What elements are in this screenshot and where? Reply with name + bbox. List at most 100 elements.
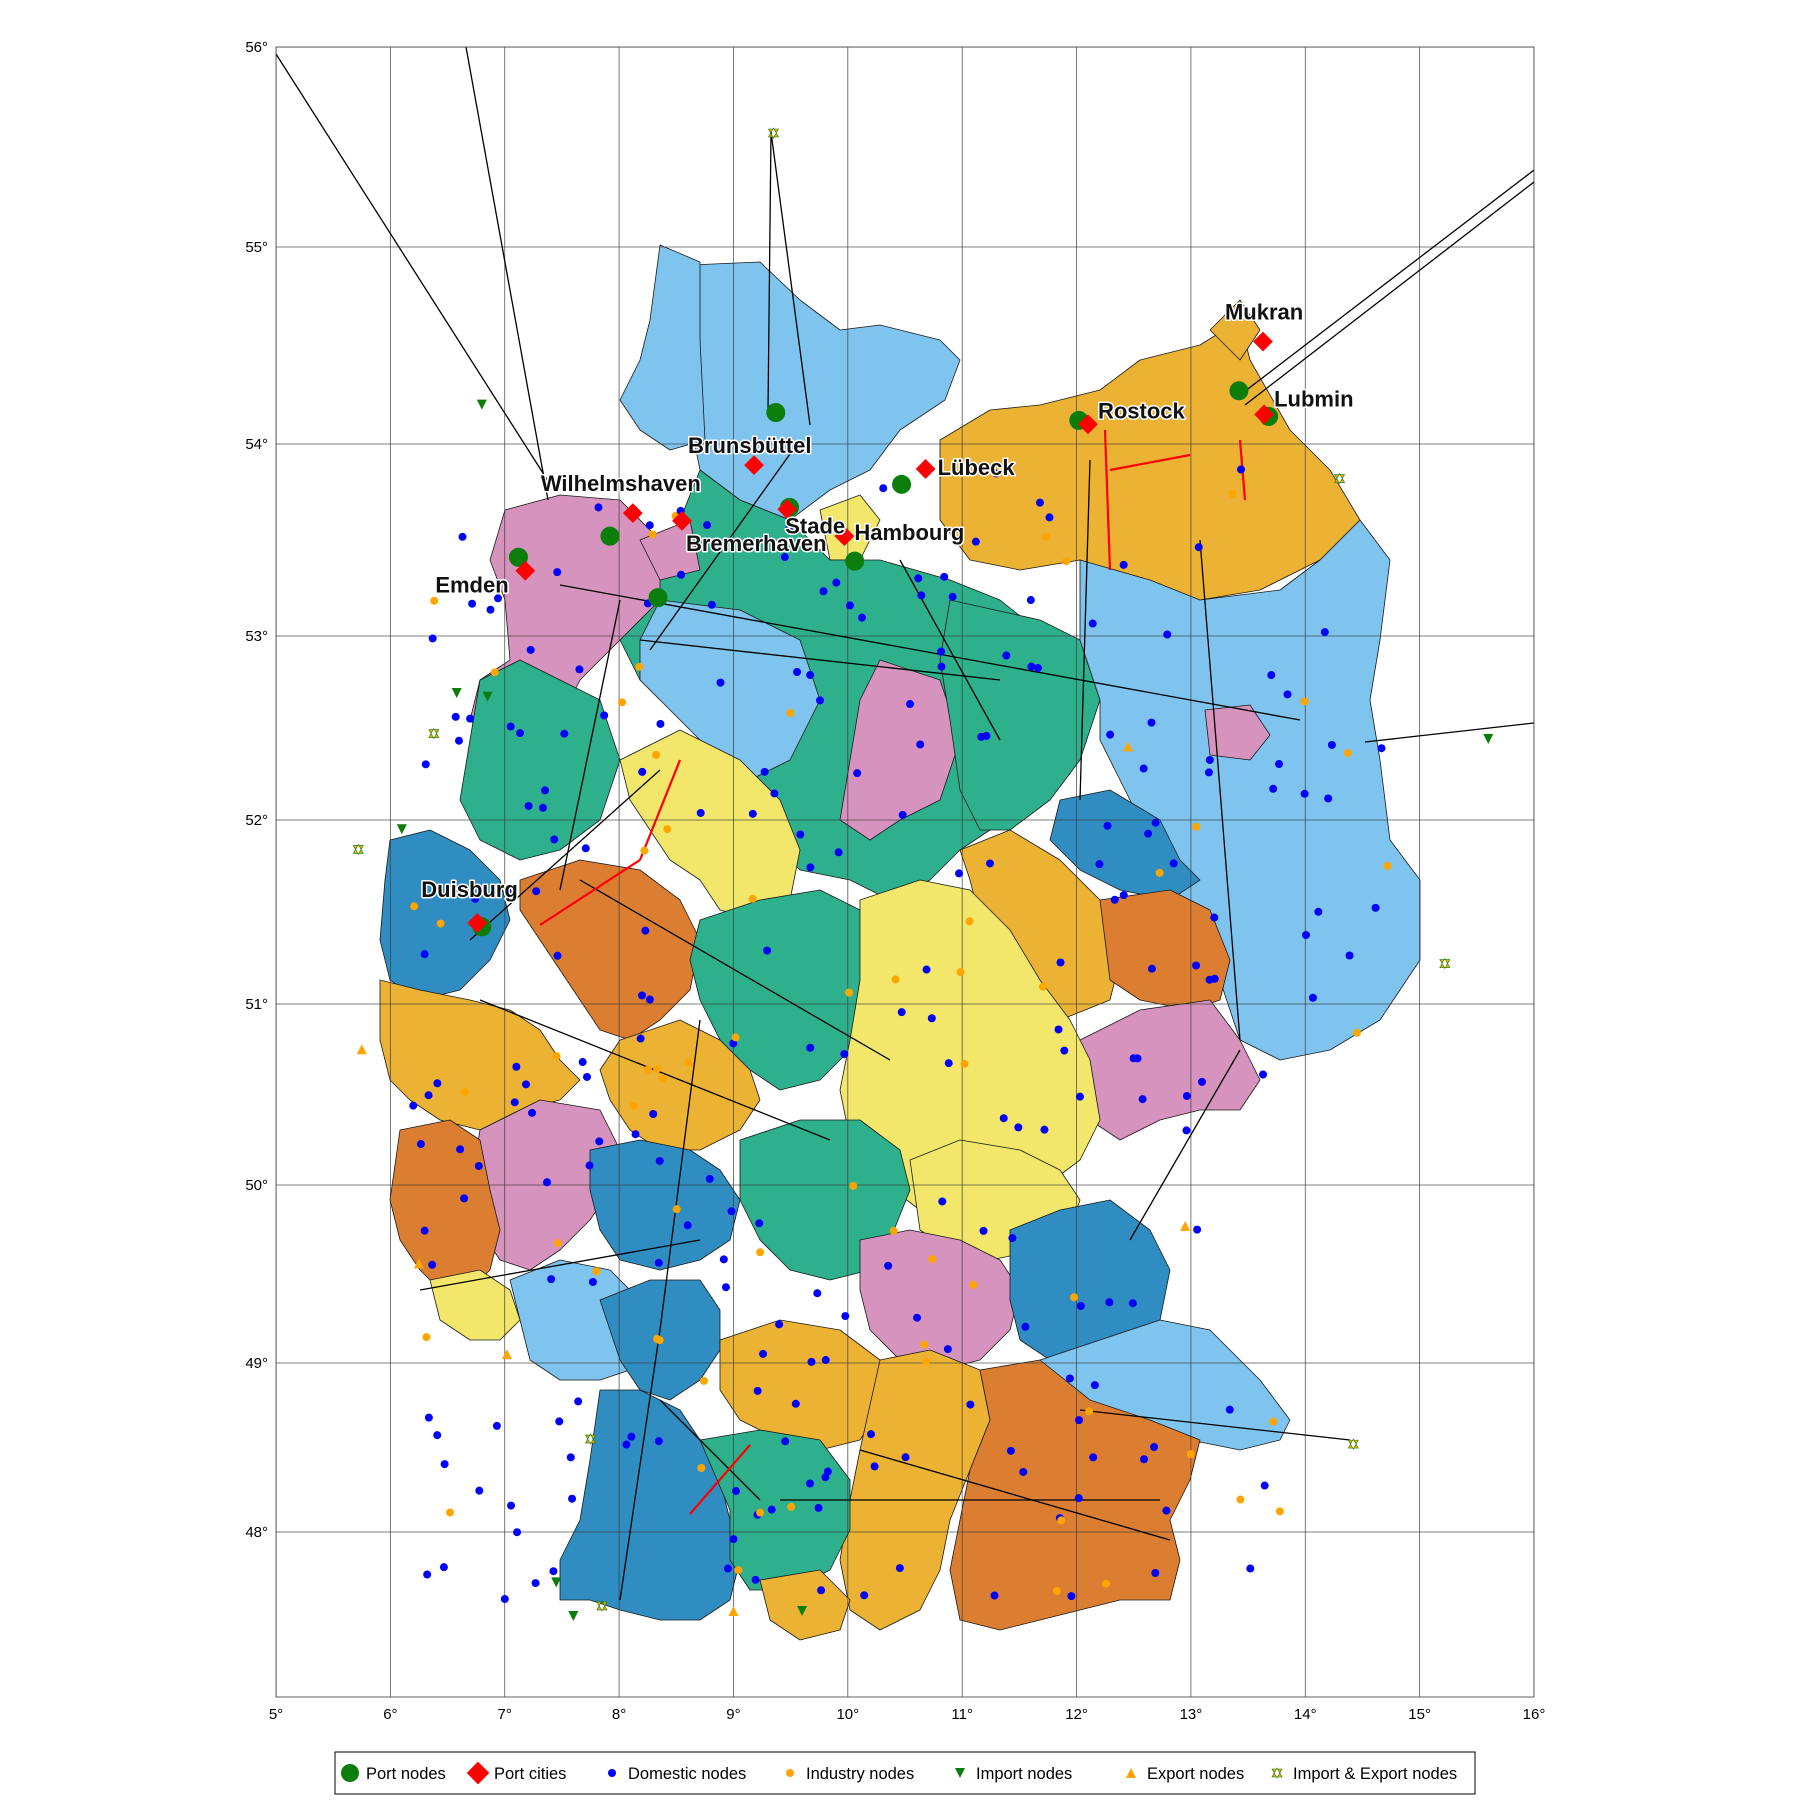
port-city-label: Stade <box>785 513 845 538</box>
region-schleswig-holstein <box>689 261 961 521</box>
domestic-node <box>474 1162 483 1171</box>
domestic-node <box>1119 891 1128 900</box>
domestic-node <box>898 810 907 819</box>
industry-node <box>460 1087 469 1096</box>
domestic-node <box>1246 1564 1255 1573</box>
industry-node <box>734 1566 743 1575</box>
domestic-node <box>1324 794 1333 803</box>
domestic-node <box>416 1140 425 1149</box>
industry-node <box>922 1357 931 1366</box>
domestic-node <box>937 662 946 671</box>
domestic-node <box>781 1437 790 1446</box>
region-mecklenburg <box>939 319 1361 601</box>
domestic-node <box>1147 718 1156 727</box>
domestic-node <box>806 1043 815 1052</box>
industry-node <box>648 530 657 539</box>
domestic-node <box>1027 662 1036 671</box>
domestic-node <box>1021 1322 1030 1331</box>
y-tick-label: 51° <box>245 996 268 1013</box>
domestic-node <box>805 1479 814 1488</box>
domestic-node <box>1162 1506 1171 1515</box>
domestic-node <box>1060 1046 1069 1055</box>
domestic-node <box>428 1260 437 1269</box>
import-node <box>568 1611 579 1621</box>
domestic-node <box>840 1050 849 1059</box>
industry-node <box>490 668 499 677</box>
domestic-node <box>832 578 841 587</box>
domestic-node <box>424 1413 433 1422</box>
pipeline-edge <box>465 47 549 501</box>
domestic-node <box>1090 1381 1099 1390</box>
domestic-node <box>585 1161 594 1170</box>
domestic-node <box>763 946 772 955</box>
import-export-node <box>428 727 440 740</box>
industry-node <box>663 825 672 834</box>
industry-node <box>965 917 974 926</box>
industry-node <box>410 902 419 911</box>
domestic-node <box>506 722 515 731</box>
x-tick-label: 16° <box>1523 1706 1546 1723</box>
region-bodensee <box>759 1569 851 1641</box>
port-city-label: Mukran <box>1225 300 1303 325</box>
domestic-node <box>440 1460 449 1469</box>
domestic-node <box>500 1595 509 1604</box>
domestic-node <box>553 951 562 960</box>
pipeline-highlight-edge <box>689 1444 751 1515</box>
port-node <box>845 551 865 571</box>
region-baden <box>559 1389 741 1621</box>
domestic-node <box>1045 513 1054 522</box>
legend-item-impexp: Import & Export nodes <box>1271 1765 1457 1783</box>
industry-node <box>1057 1516 1066 1525</box>
domestic-node <box>550 835 559 844</box>
legend-item-export: Export nodes <box>1126 1765 1244 1783</box>
domestic-node <box>638 767 647 776</box>
domestic-node <box>990 1591 999 1600</box>
domestic-node <box>938 1197 947 1206</box>
region-mittelhessen <box>599 1019 761 1151</box>
domestic-node <box>433 1431 442 1440</box>
domestic-node <box>944 1059 953 1068</box>
domestic-node <box>1210 913 1219 922</box>
domestic-node <box>1002 651 1011 660</box>
legend-item-import: Import nodes <box>955 1765 1072 1783</box>
domestic-node <box>588 1277 597 1286</box>
domestic-node <box>528 1108 537 1117</box>
domestic-node <box>719 1255 728 1264</box>
domestic-node <box>507 1501 516 1510</box>
domestic-node <box>645 521 654 530</box>
domestic-node <box>566 1453 575 1462</box>
industry-node <box>699 1376 708 1385</box>
pipeline-edge <box>559 584 1301 721</box>
port-node <box>600 526 620 546</box>
industry-node <box>552 1052 561 1061</box>
domestic-node <box>421 760 430 769</box>
industry-node <box>956 968 965 977</box>
pipeline-edge <box>639 639 1001 681</box>
port-city-marker <box>515 560 536 581</box>
pipeline-edge <box>419 1239 701 1291</box>
export-node <box>502 1349 513 1360</box>
regions-layer <box>379 244 1421 1641</box>
domestic-node <box>531 1579 540 1588</box>
domestic-node <box>871 528 880 537</box>
industry-node <box>756 1248 765 1257</box>
domestic-node <box>986 859 995 868</box>
domestic-node <box>1225 1405 1234 1414</box>
domestic-node <box>1150 1443 1159 1452</box>
domestic-node <box>895 1564 904 1573</box>
domestic-node <box>1139 764 1148 773</box>
domestic-node <box>1327 740 1336 749</box>
domestic-node <box>503 887 512 896</box>
domestic-node <box>433 1079 442 1088</box>
x-tick-label: 15° <box>1408 1706 1431 1723</box>
import-node <box>551 1577 562 1588</box>
region-oberbayern <box>949 1359 1201 1631</box>
domestic-node <box>1088 619 1097 628</box>
domestic-node <box>922 965 931 974</box>
port-city-marker <box>1253 331 1273 352</box>
import-export-node <box>596 1600 608 1612</box>
domestic-node <box>515 729 524 738</box>
domestic-node <box>775 1320 784 1329</box>
region-wuerttemberg-north <box>719 1319 881 1451</box>
